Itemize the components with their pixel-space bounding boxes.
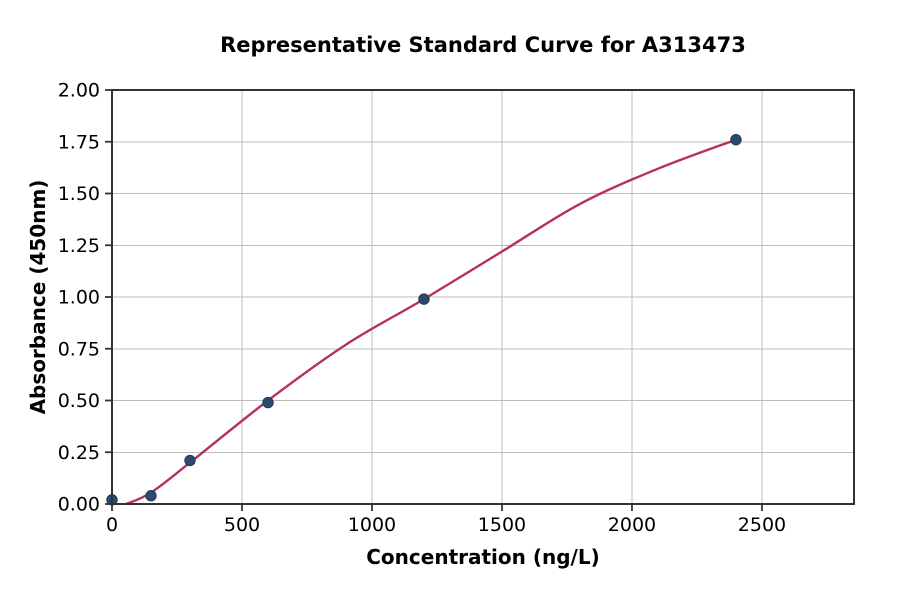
y-tick-label: 1.50 bbox=[58, 183, 100, 205]
fit-curve-line bbox=[125, 138, 738, 506]
y-tick-label: 0.75 bbox=[58, 338, 100, 360]
y-tick-label: 1.75 bbox=[58, 131, 100, 153]
data-point bbox=[418, 293, 430, 305]
data-point bbox=[730, 133, 742, 146]
x-tick-label: 1000 bbox=[348, 514, 396, 536]
y-tick-label: 0.25 bbox=[58, 442, 100, 464]
y-tick-label: 0.50 bbox=[58, 390, 100, 412]
data-point bbox=[184, 454, 196, 467]
y-tick-label: 2.00 bbox=[58, 80, 100, 102]
x-tick-label: 0 bbox=[106, 514, 118, 536]
x-tick-label: 2000 bbox=[608, 514, 656, 536]
data-point bbox=[145, 490, 157, 502]
y-tick-label: 1.00 bbox=[58, 287, 100, 309]
x-tick-label: 500 bbox=[224, 514, 260, 536]
x-tick-label: 2500 bbox=[738, 514, 786, 536]
y-tick-label: 0.00 bbox=[58, 494, 100, 516]
y-tick-label: 1.25 bbox=[58, 235, 100, 257]
data-point bbox=[262, 396, 274, 409]
x-axis-title: Concentration (ng/L) bbox=[366, 545, 600, 569]
chart-title: Representative Standard Curve for A31347… bbox=[220, 33, 746, 57]
x-tick-label: 1500 bbox=[478, 514, 526, 536]
